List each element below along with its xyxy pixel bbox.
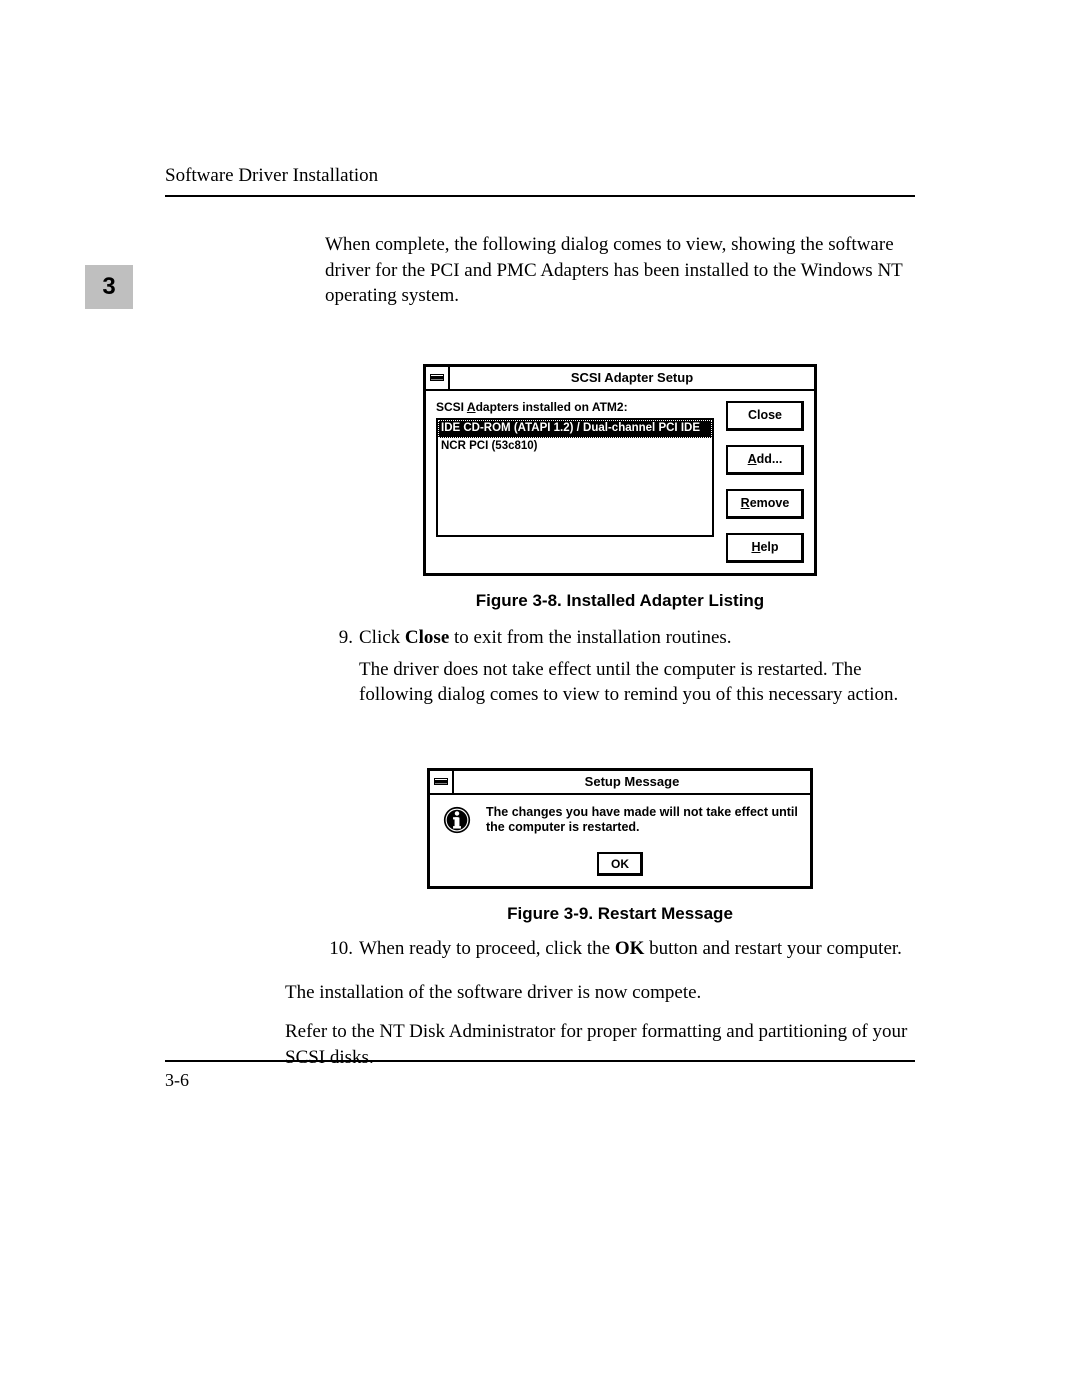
closing-2: Refer to the NT Disk Administrator for p… [285,1019,915,1070]
info-icon [442,805,472,835]
step-9-followup: The driver does not take effect until th… [359,657,915,708]
setup-message-dialog: Setup Message The changes you have made … [427,768,813,889]
dialog-titlebar: SCSI Adapter Setup [426,367,814,391]
step9-post: to exit from the installation routines. [449,627,731,648]
close-button-label: Close [748,407,782,424]
dialog2-titlebar: Setup Message [430,771,810,795]
message-row: The changes you have made will not take … [442,805,798,836]
ok-button[interactable]: OK [597,852,643,876]
remove-accelerator: R [741,495,750,512]
step-10: 10. When ready to proceed, click the OK … [325,936,915,962]
figure-3-8: SCSI Adapter Setup SCSI Adapters install… [325,364,915,613]
adapter-list-column: SCSI Adapters installed on ATM2: IDE CD-… [436,399,714,563]
page-header: Software Driver Installation 3 [165,165,915,197]
add-rest: dd... [757,451,783,468]
add-accelerator: A [748,451,757,468]
label-accelerator: A [467,400,476,414]
list-item[interactable]: IDE CD-ROM (ATAPI 1.2) / Dual-channel PC… [438,420,712,438]
remove-rest: emove [750,495,790,512]
dialog-title: SCSI Adapter Setup [450,367,814,389]
main-content: When complete, the following dialog come… [325,232,915,962]
figure-3-8-caption: Figure 3-8. Installed Adapter Listing [325,590,915,613]
step-body: When ready to proceed, click the OK butt… [359,936,915,962]
footer-rule [165,1060,915,1062]
header-rule [165,195,915,197]
page-number: 3-6 [165,1070,189,1091]
document-page: Software Driver Installation 3 When comp… [0,0,1080,1397]
remove-button[interactable]: Remove [726,489,804,519]
label-suffix: dapters installed on ATM2: [476,400,628,414]
step9-pre: Click [359,627,405,648]
dialog-body: SCSI Adapters installed on ATM2: IDE CD-… [426,391,814,573]
dialog2-title: Setup Message [454,771,810,793]
list-item[interactable]: NCR PCI (53c810) [438,438,712,456]
add-button[interactable]: Add... [726,445,804,475]
section-tab: 3 [85,265,133,309]
dialog2-body: The changes you have made will not take … [430,795,810,886]
system-menu-icon[interactable] [430,771,454,793]
dialog-buttons: Close Add... Remove Help [726,399,804,563]
step-9: 9. Click Close to exit from the installa… [325,625,915,651]
help-accelerator: H [751,539,760,556]
step10-bold: OK [615,938,645,959]
closing-paragraphs: The installation of the software driver … [285,980,915,1071]
header-title: Software Driver Installation [165,165,915,187]
step9-bold: Close [405,627,449,648]
ok-row: OK [442,850,798,876]
close-button[interactable]: Close [726,401,804,431]
help-button[interactable]: Help [726,533,804,563]
help-rest: elp [760,539,778,556]
intro-paragraph: When complete, the following dialog come… [325,232,915,309]
step-body: Click Close to exit from the installatio… [359,625,915,651]
adapter-list-label: SCSI Adapters installed on ATM2: [436,399,714,415]
system-menu-icon[interactable] [426,367,450,389]
step10-post: button and restart your computer. [644,938,902,959]
label-prefix: SCSI [436,400,467,414]
message-text: The changes you have made will not take … [486,805,798,836]
closing-1: The installation of the software driver … [285,980,915,1006]
ok-label: OK [611,856,629,872]
scsi-adapter-dialog: SCSI Adapter Setup SCSI Adapters install… [423,364,817,576]
step-number: 9. [325,625,359,651]
adapter-listbox[interactable]: IDE CD-ROM (ATAPI 1.2) / Dual-channel PC… [436,418,714,537]
step10-pre: When ready to proceed, click the [359,938,615,959]
step-number: 10. [325,936,359,962]
figure-3-9-caption: Figure 3-9. Restart Message [325,903,915,926]
